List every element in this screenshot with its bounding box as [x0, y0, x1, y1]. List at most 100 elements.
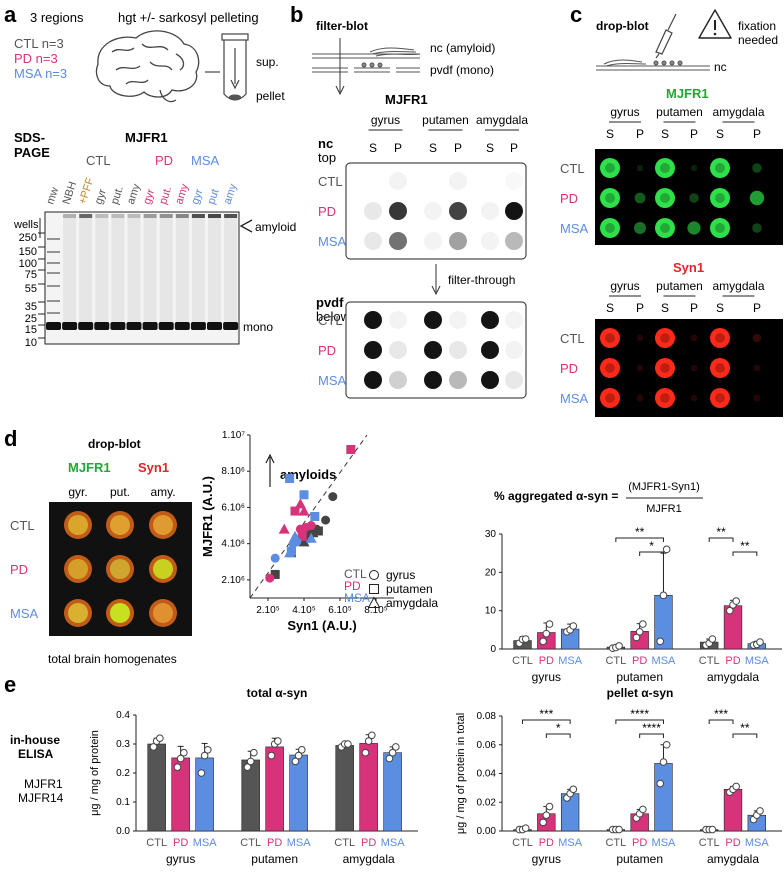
bar-y-label: μg / mg of protein in total [455, 713, 467, 834]
bar-group-label: CTL [605, 837, 626, 849]
mw-marker-label: 10 [25, 337, 37, 349]
merged-col-label: put. [110, 485, 130, 499]
total-syn-title: total α-syn [247, 686, 308, 700]
mw-marker-label: 25 [25, 313, 37, 325]
syn1-dot-core [605, 393, 615, 403]
bar-data-point [659, 758, 668, 766]
bar-region-label: amygdala [707, 852, 759, 866]
gel-mono-band [62, 322, 78, 330]
gel-mono-band [174, 322, 190, 330]
s-header: S [716, 127, 724, 141]
bar-y-tick-label: 30 [485, 529, 497, 540]
bar-data-point [274, 737, 282, 745]
bar-data-point [364, 737, 373, 745]
s-header: S [661, 127, 669, 141]
nc-label-c: nc [714, 60, 727, 74]
bar-data-point [173, 763, 182, 772]
mjfr1-dot [600, 188, 620, 208]
syn1-dot-core [605, 363, 615, 373]
pvdf-dot [389, 311, 407, 329]
significance-bracket [732, 733, 758, 738]
bar-y-tick-label: 0.2 [116, 768, 130, 779]
bar-data-point [542, 811, 551, 819]
panel-c-label: c [570, 2, 582, 27]
bar-group-label: MSA [381, 837, 406, 849]
pellet-syn-bar-chart: 0.00 0.02 0.04 0.06 0.08 μg / mg of protein i… [455, 686, 782, 866]
bar-data-point [756, 807, 764, 815]
mjfr1-dot [752, 163, 762, 173]
syn1-dot [636, 394, 644, 402]
mjfr1-dot [710, 158, 730, 178]
syn1-dot [710, 388, 730, 408]
bar-y-tick-label: 0.02 [477, 797, 497, 808]
panel-b-label: b [290, 2, 303, 27]
tube-icon [221, 33, 249, 101]
pvdf-dot [505, 371, 523, 389]
syn1-dot [690, 364, 698, 372]
bar-region-label: putamen [251, 852, 298, 866]
bar [195, 757, 214, 832]
nc-dot [481, 202, 499, 220]
merged-col-label: gyr. [68, 485, 87, 499]
bar-data-point [156, 734, 164, 743]
scatter-point [265, 573, 275, 583]
bar-data-point [635, 627, 644, 636]
merged-dot [110, 559, 130, 579]
bar-group-label: CTL [512, 655, 533, 667]
syn1-dot [753, 364, 761, 372]
nc-row-label: CTL [318, 174, 343, 189]
bar-group-label: MSA [745, 837, 770, 849]
mw-marker-label: 100 [19, 258, 37, 270]
scatter-legend-group: MSA [344, 591, 370, 605]
significance-label: **** [630, 707, 649, 721]
scatter-point [284, 547, 296, 558]
fixation-label-2: needed [738, 33, 778, 47]
sds-label-2: PAGE [14, 145, 50, 160]
scatter-point [278, 523, 290, 534]
fixation-label-1: fixation [738, 19, 776, 33]
filter-blot-schematic [312, 38, 421, 96]
bar-region-label: gyrus [166, 852, 195, 866]
region-header: putamen [656, 279, 703, 293]
pd-n-label: PD n=3 [14, 51, 58, 66]
pvdf-row-label: CTL [318, 313, 343, 328]
bar-data-point [569, 785, 578, 794]
bar-data-point [385, 754, 394, 763]
pvdf-dot [424, 341, 442, 359]
bar-y-tick-label: 0.08 [477, 711, 497, 722]
gel-amyloid-band [127, 214, 141, 218]
syn1-dot [600, 358, 620, 378]
bar-data-point [291, 757, 300, 766]
lane-label: put. [109, 185, 126, 206]
scatter-point [270, 553, 280, 563]
syn1-dot [710, 328, 730, 348]
scatter-y-label: MJFR1 (A.U.) [200, 476, 215, 557]
syn1-dot [690, 334, 698, 342]
scatter-point [346, 444, 356, 454]
sds-label-1: SDS- [14, 130, 45, 145]
gel-lane-smear [79, 214, 93, 324]
bar [359, 743, 378, 832]
scatter-point [270, 569, 280, 579]
pellet-label: pellet [256, 89, 285, 103]
bar-y-tick-label: 10 [485, 606, 497, 617]
bar-data-point [708, 825, 717, 834]
bar [654, 763, 673, 832]
msa-n-label: MSA n=3 [14, 66, 67, 81]
pelleting-title: hgt +/- sarkosyl pelleting [118, 10, 259, 25]
bar-group-label: MSA [558, 655, 583, 667]
gel-mono-band [190, 322, 206, 330]
bar-data-point [639, 620, 647, 628]
bar-group-label: CTL [699, 837, 720, 849]
gel-amyloid-band [224, 214, 238, 218]
gel-amyloid-band [208, 214, 221, 218]
bar-group-label: PD [173, 837, 188, 849]
mjfr1-dot-core [715, 163, 725, 173]
drop-blot-title: drop-blot [596, 19, 649, 33]
pvdf-dot [481, 311, 499, 329]
bar-data-point [659, 591, 668, 600]
significance-bracket [639, 733, 664, 738]
group-ctl-label: CTL [86, 153, 111, 168]
s-header: S [606, 127, 614, 141]
